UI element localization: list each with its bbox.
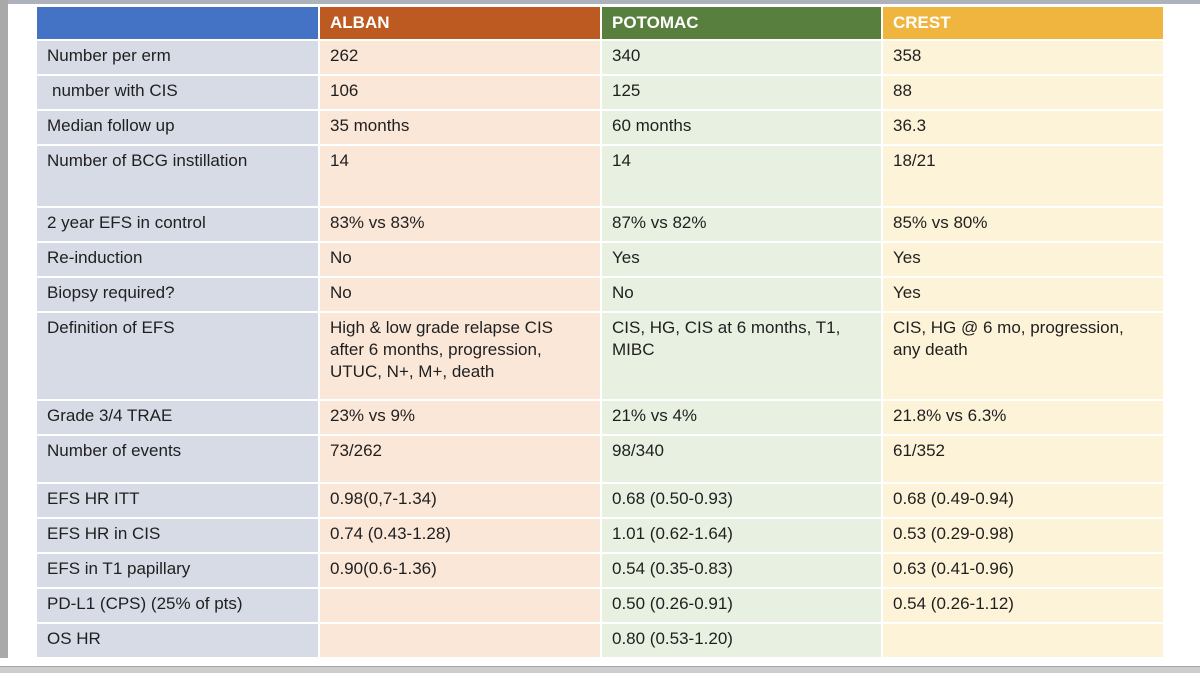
cell-potomac: 125	[602, 76, 881, 109]
row-definition-of-efs: Definition of EFS High & low grade relap…	[37, 313, 1163, 399]
cell-crest: 0.53 (0.29-0.98)	[883, 519, 1163, 552]
row-number-of-events: Number of events 73/262 98/340 61/352	[37, 436, 1163, 482]
row-label: Median follow up	[37, 111, 318, 144]
cell-crest: Yes	[883, 278, 1163, 311]
cell-crest: 21.8% vs 6.3%	[883, 401, 1163, 434]
header-potomac: POTOMAC	[602, 7, 881, 39]
cell-alban: 106	[320, 76, 600, 109]
cell-potomac: 0.80 (0.53-1.20)	[602, 624, 881, 657]
cell-alban: 35 months	[320, 111, 600, 144]
row-number-per-arm: Number per erm 262 340 358	[37, 41, 1163, 74]
row-re-induction: Re-induction No Yes Yes	[37, 243, 1163, 276]
cell-crest: 358	[883, 41, 1163, 74]
cell-potomac: 60 months	[602, 111, 881, 144]
row-label: 2 year EFS in control	[37, 208, 318, 241]
header-blank-cell	[37, 7, 318, 39]
cell-potomac: 0.54 (0.35-0.83)	[602, 554, 881, 587]
cell-potomac: 14	[602, 146, 881, 206]
row-label: EFS HR in CIS	[37, 519, 318, 552]
row-grade34-trae: Grade 3/4 TRAE 23% vs 9% 21% vs 4% 21.8%…	[37, 401, 1163, 434]
cell-crest: 88	[883, 76, 1163, 109]
cell-crest: 0.63 (0.41-0.96)	[883, 554, 1163, 587]
cell-alban: 83% vs 83%	[320, 208, 600, 241]
row-label: Number per erm	[37, 41, 318, 74]
cell-potomac: 1.01 (0.62-1.64)	[602, 519, 881, 552]
row-efs-hr-in-cis: EFS HR in CIS 0.74 (0.43-1.28) 1.01 (0.6…	[37, 519, 1163, 552]
cell-crest: 18/21	[883, 146, 1163, 206]
row-pdl1-cps: PD-L1 (CPS) (25% of pts) 0.50 (0.26-0.91…	[37, 589, 1163, 622]
cell-crest: 36.3	[883, 111, 1163, 144]
window-top-edge	[0, 0, 1200, 4]
row-label: Number of BCG instillation	[37, 146, 318, 206]
cell-crest: 0.68 (0.49-0.94)	[883, 484, 1163, 517]
window-left-edge	[0, 0, 8, 658]
cell-alban: 262	[320, 41, 600, 74]
row-label: Grade 3/4 TRAE	[37, 401, 318, 434]
row-label: Re-induction	[37, 243, 318, 276]
cell-crest	[883, 624, 1163, 657]
row-label: PD-L1 (CPS) (25% of pts)	[37, 589, 318, 622]
cell-potomac: 21% vs 4%	[602, 401, 881, 434]
cell-crest: CIS, HG @ 6 mo, progression, any death	[883, 313, 1163, 399]
row-bcg-instillations: Number of BCG instillation 14 14 18/21	[37, 146, 1163, 206]
cell-alban: 0.90(0.6-1.36)	[320, 554, 600, 587]
cell-alban: 0.74 (0.43-1.28)	[320, 519, 600, 552]
cell-crest: 0.54 (0.26-1.12)	[883, 589, 1163, 622]
cell-potomac: No	[602, 278, 881, 311]
cell-potomac: 87% vs 82%	[602, 208, 881, 241]
cell-potomac: CIS, HG, CIS at 6 months, T1, MIBC	[602, 313, 881, 399]
row-median-follow-up: Median follow up 35 months 60 months 36.…	[37, 111, 1163, 144]
cell-alban: No	[320, 243, 600, 276]
cell-alban: 23% vs 9%	[320, 401, 600, 434]
cell-crest: 61/352	[883, 436, 1163, 482]
row-label: OS HR	[37, 624, 318, 657]
row-label: EFS HR ITT	[37, 484, 318, 517]
row-number-with-cis: number with CIS 106 125 88	[37, 76, 1163, 109]
cell-alban: 0.98(0,7-1.34)	[320, 484, 600, 517]
row-efs-t1-papillary: EFS in T1 papillary 0.90(0.6-1.36) 0.54 …	[37, 554, 1163, 587]
row-label: EFS in T1 papillary	[37, 554, 318, 587]
cell-alban: High & low grade relapse CIS after 6 mon…	[320, 313, 600, 399]
row-efs-hr-itt: EFS HR ITT 0.98(0,7-1.34) 0.68 (0.50-0.9…	[37, 484, 1163, 517]
header-alban: ALBAN	[320, 7, 600, 39]
window-bottom-scrollbar[interactable]	[0, 666, 1200, 673]
cell-crest: 85% vs 80%	[883, 208, 1163, 241]
cell-alban	[320, 624, 600, 657]
trial-comparison-table: ALBAN POTOMAC CREST Number per erm 262 3…	[35, 5, 1165, 659]
cell-alban: 14	[320, 146, 600, 206]
row-2yr-efs-control: 2 year EFS in control 83% vs 83% 87% vs …	[37, 208, 1163, 241]
row-label: Definition of EFS	[37, 313, 318, 399]
row-label: Number of events	[37, 436, 318, 482]
cell-potomac: 98/340	[602, 436, 881, 482]
row-os-hr: OS HR 0.80 (0.53-1.20)	[37, 624, 1163, 657]
cell-alban	[320, 589, 600, 622]
cell-alban: No	[320, 278, 600, 311]
cell-potomac: 0.50 (0.26-0.91)	[602, 589, 881, 622]
row-biopsy-required: Biopsy required? No No Yes	[37, 278, 1163, 311]
cell-crest: Yes	[883, 243, 1163, 276]
cell-alban: 73/262	[320, 436, 600, 482]
cell-potomac: Yes	[602, 243, 881, 276]
row-label: Biopsy required?	[37, 278, 318, 311]
header-crest: CREST	[883, 7, 1163, 39]
cell-potomac: 340	[602, 41, 881, 74]
header-row: ALBAN POTOMAC CREST	[37, 7, 1163, 39]
cell-potomac: 0.68 (0.50-0.93)	[602, 484, 881, 517]
row-label: number with CIS	[37, 76, 318, 109]
